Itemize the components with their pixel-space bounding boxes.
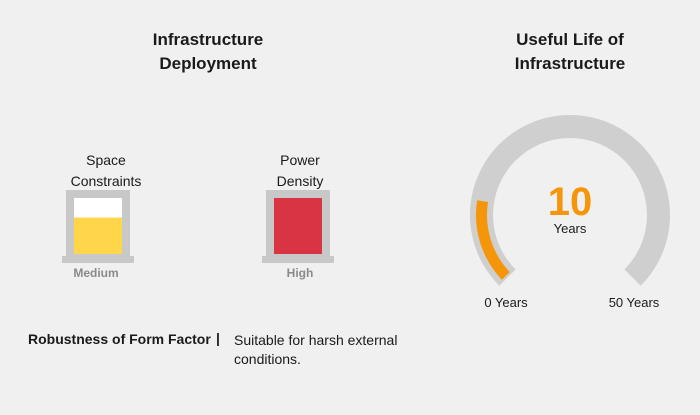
space-constraints-label: Space Constraints: [70, 152, 142, 189]
gauge-progress: [476, 200, 510, 280]
meter-fill: [274, 198, 322, 254]
power-density-label: Power Density: [276, 152, 324, 189]
meter-fill: [74, 217, 122, 254]
power-density-level: High: [286, 266, 314, 280]
gauge-min-label: 0 Years: [484, 295, 528, 310]
power-density-meter: [262, 190, 334, 263]
deployment-title: Infrastructure Deployment: [152, 30, 264, 73]
gauge-unit: Years: [553, 221, 587, 236]
gauge-track: [470, 115, 670, 286]
robustness-label: Robustness of Form Factor: [28, 331, 211, 347]
space-constraints-meter: [62, 190, 134, 263]
space-constraints-level: Medium: [73, 266, 119, 280]
meter-base: [262, 256, 334, 263]
robustness-description: Suitable for harsh external conditions.: [234, 332, 398, 367]
robustness-separator: |: [216, 330, 220, 346]
gauge-value: 10: [547, 180, 593, 224]
meter-base: [62, 256, 134, 263]
useful-life-gauge: [470, 115, 670, 286]
gauge-max-label: 50 Years: [608, 295, 660, 310]
useful-life-title: Useful Life of Infrastructure: [514, 30, 626, 73]
